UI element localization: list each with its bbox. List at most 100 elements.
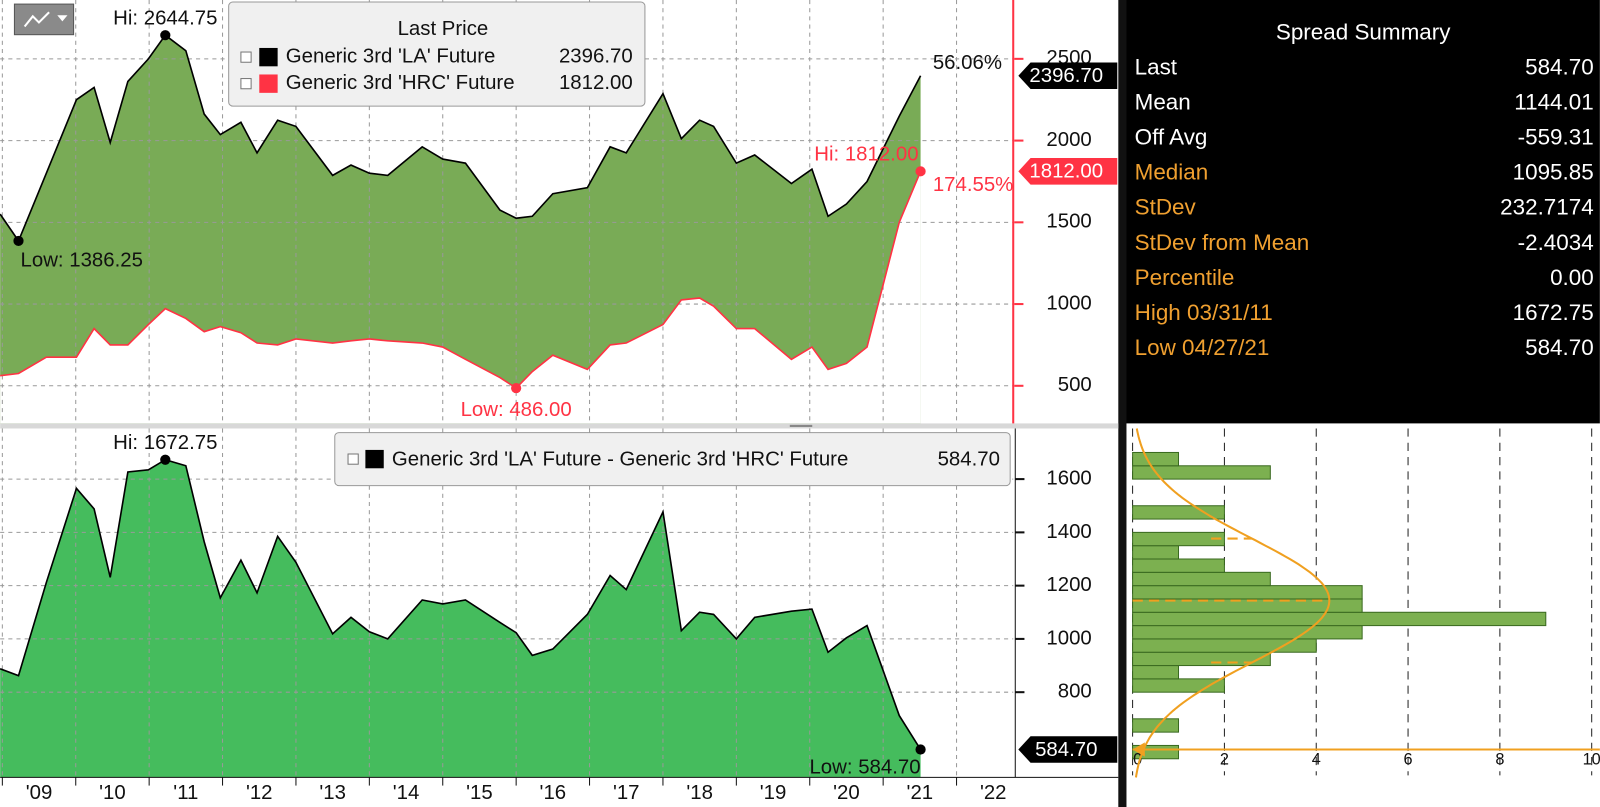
x-tick-label: 8: [1495, 750, 1504, 768]
legend-label: Generic 3rd 'LA' Future - Generic 3rd 'H…: [392, 449, 848, 471]
histogram-bar: [1132, 665, 1180, 680]
area-fill: [0, 171, 921, 424]
summary-value: 1144.01: [1514, 89, 1593, 114]
x-tick-label: '19: [760, 782, 787, 804]
low-label: Low: 486.00: [461, 399, 572, 421]
panel-divider: [1118, 0, 1127, 807]
y-tick-label: 2000: [1046, 129, 1091, 151]
chart-type-button[interactable]: [13, 3, 75, 36]
histogram-bar: [1132, 505, 1225, 520]
last-value-label: 2396.70: [1029, 65, 1103, 87]
summary-label: Mean: [1135, 89, 1191, 114]
last-value-badge: [1018, 158, 1118, 185]
y-tick-label: 1400: [1046, 521, 1091, 543]
x-tick-label: 10: [1583, 750, 1600, 768]
low-label: Low: 1386.25: [21, 250, 143, 272]
summary-label: High 03/31/11: [1135, 300, 1273, 325]
y-tick-label: 800: [1058, 681, 1092, 703]
low-point: [511, 382, 522, 394]
summary-label: Last: [1135, 54, 1178, 79]
low-label: Low: 584.70: [809, 756, 920, 778]
chart-icon: [23, 11, 50, 28]
legend-swatch: [365, 449, 384, 469]
legend-swatch: [259, 74, 278, 93]
series-line: [0, 458, 922, 750]
summary-label: Low 04/27/21: [1135, 335, 1270, 360]
series-line: [0, 170, 922, 390]
summary-value: 584.70: [1525, 54, 1594, 79]
x-tick-label: '20: [833, 782, 860, 804]
summary-label: Median: [1135, 160, 1209, 185]
last-value-label: 584.70: [1035, 739, 1097, 761]
x-tick-label: '18: [686, 782, 713, 804]
expand-icon[interactable]: [240, 51, 252, 63]
legend-value: 584.70: [938, 449, 1000, 471]
histogram-bar: [1132, 611, 1547, 627]
legend-swatch: [259, 47, 278, 67]
summary-value: 1095.85: [1513, 160, 1594, 185]
low-point: [915, 744, 926, 755]
last-value-label: 1812.00: [1029, 161, 1103, 183]
y-tick-label: 1200: [1046, 574, 1091, 596]
last-value-arrow: [1132, 742, 1145, 757]
x-tick-label: 2: [1220, 750, 1229, 768]
expand-icon[interactable]: [347, 453, 359, 465]
summary-label: Percentile: [1135, 265, 1235, 290]
normal-curve: [1134, 428, 1331, 778]
summary-label: StDev from Mean: [1135, 230, 1310, 255]
y-tick-label: 1000: [1046, 292, 1091, 314]
histogram-bar: [1132, 638, 1317, 653]
legend-box: [334, 432, 1011, 487]
dropdown-arrow: [57, 15, 68, 22]
legend-label: Generic 3rd 'LA' Future: [286, 46, 496, 68]
y-tick-label: 1500: [1046, 211, 1091, 233]
x-tick-label: 0: [1133, 750, 1142, 768]
x-tick-label: '09: [26, 782, 53, 804]
y-tick-label: 1000: [1046, 627, 1091, 649]
x-tick-label: '12: [246, 782, 273, 804]
x-tick-label: '15: [466, 782, 493, 804]
summary-value: 584.70: [1525, 335, 1594, 360]
summary-title: Spread Summary: [1276, 20, 1451, 45]
hi-point: [160, 454, 171, 465]
legend-value: 2396.70: [559, 46, 633, 68]
histogram-bar: [1132, 718, 1180, 733]
x-tick-label: '11: [173, 782, 198, 804]
legend-box: [228, 1, 646, 107]
hi-label: Hi: 1812.00: [814, 143, 918, 165]
hi-point: [160, 30, 171, 41]
x-tick-label: '21: [907, 782, 934, 804]
hi-label: Hi: 2644.75: [113, 7, 217, 29]
legend-label: Generic 3rd 'HRC' Future: [286, 72, 515, 94]
summary-label: Off Avg: [1135, 124, 1208, 149]
expand-icon[interactable]: [240, 78, 252, 90]
x-tick-label: '16: [540, 782, 567, 804]
last-value-badge: [1018, 736, 1118, 763]
y-tick-label: 500: [1058, 374, 1092, 396]
histogram-bar: [1132, 465, 1271, 480]
pane-splitter: [0, 423, 1119, 429]
x-tick-label: 4: [1312, 750, 1321, 768]
x-tick-label: '10: [99, 782, 126, 804]
x-tick-label: 6: [1404, 750, 1413, 768]
histogram-bar: [1132, 558, 1225, 573]
legend-value: 1812.00: [559, 72, 633, 94]
y-tick-label: 1600: [1046, 467, 1091, 489]
hi-point: [915, 166, 926, 177]
summary-value: 232.7174: [1500, 195, 1594, 220]
histogram-bar: [1132, 451, 1180, 467]
summary-value: -2.4034: [1518, 230, 1594, 255]
histogram-bar: [1132, 571, 1271, 587]
x-tick-label: '22: [980, 782, 1007, 804]
legend-title: Last Price: [398, 18, 489, 40]
low-point: [13, 235, 24, 247]
hi-label: Hi: 1672.75: [113, 432, 217, 454]
area-fill: [0, 459, 921, 778]
summary-panel: [1122, 0, 1600, 424]
change-label: 56.06%: [933, 52, 1002, 74]
last-value-badge: [1018, 62, 1118, 89]
summary-value: -559.31: [1518, 124, 1594, 149]
x-tick-label: '14: [393, 782, 420, 804]
summary-label: StDev: [1135, 195, 1197, 220]
